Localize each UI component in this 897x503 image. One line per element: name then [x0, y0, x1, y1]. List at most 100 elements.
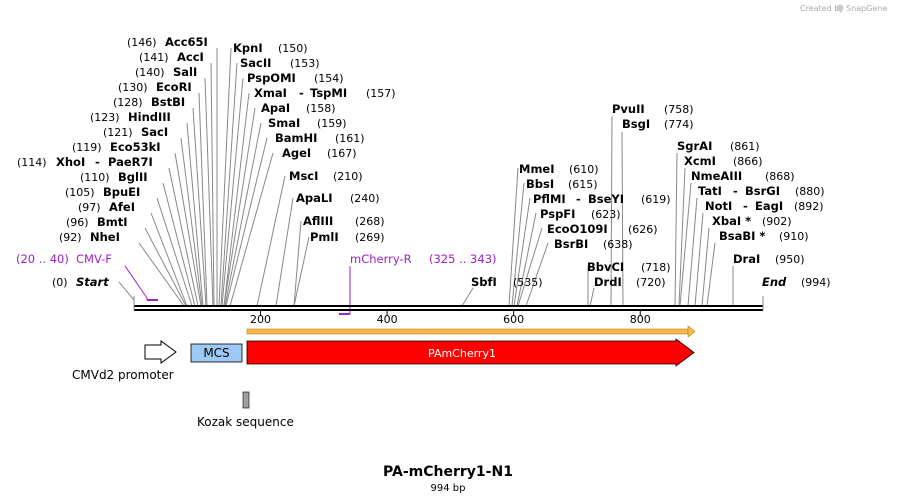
- enzyme-labels-right: SgrAI (861) XcmI (866) NmeAIII (868) Tat…: [677, 139, 825, 266]
- enzyme-name: SacI: [141, 125, 168, 139]
- start-leader: [118, 281, 135, 301]
- enzyme-name: EcoO109I: [547, 222, 608, 236]
- enzyme-name: BstBI: [151, 95, 185, 109]
- enzyme-pos: (159): [317, 117, 347, 130]
- enzyme-name-alt: EagI: [755, 199, 783, 213]
- enzyme-name: PvuII: [612, 102, 645, 116]
- enzyme-labels-center-right: SbfI (535) MmeI (610) BbsI (615) PflMI -…: [471, 102, 694, 289]
- enzyme-name-alt: TspMI: [310, 86, 347, 100]
- enzyme-name: ApaI: [261, 101, 290, 115]
- enzyme-name: SgrAI: [677, 139, 712, 153]
- enzyme-name: BmtI: [97, 215, 128, 229]
- enzyme-labels-center-left: KpnI (150) SacII (153) PspOMI (154) XmaI…: [233, 41, 396, 244]
- enzyme-pos: (623): [591, 208, 621, 221]
- mcs-box: [190, 343, 243, 363]
- cut-site-lines: [138, 47, 734, 307]
- enzyme-pos: (638): [603, 238, 633, 251]
- scale-ticks: 200 400 600 800: [250, 310, 651, 326]
- scale-tick-label: 600: [503, 313, 524, 326]
- enzyme-name: SmaI: [268, 116, 300, 130]
- enzyme-separator: -: [743, 199, 748, 213]
- enzyme-name: DraI: [733, 252, 760, 266]
- created-by-text: Created by: [800, 4, 844, 13]
- enzyme-name: NheI: [90, 230, 120, 244]
- enzyme-name: XmaI: [254, 86, 287, 100]
- pamcherry-label: PAmCherry1: [428, 347, 496, 360]
- enzyme-pos: (868): [765, 170, 795, 183]
- enzyme-name: AgeI: [282, 146, 311, 160]
- features: CMVd2 promoter MCS PAmCherry1 Kozak sequ…: [72, 338, 695, 429]
- cmv-promoter-arrow: [144, 340, 177, 364]
- enzyme-name: SbfI: [471, 275, 497, 289]
- enzyme-name: PflMI: [533, 192, 566, 206]
- enzyme-name: NmeAIII: [691, 169, 742, 183]
- kozak-label: Kozak sequence: [197, 415, 294, 429]
- enzyme-name: Eco53kI: [110, 140, 161, 154]
- enzyme-name: HindIII: [128, 110, 171, 124]
- snapgene-credit: Created by SnapGene: [800, 4, 887, 13]
- orf-arrow: [246, 325, 696, 338]
- orf-arrow-head: [687, 325, 696, 338]
- enzyme-pos: (150): [278, 42, 308, 55]
- enzyme-name: PspOMI: [247, 71, 296, 85]
- enzyme-pos: (902): [762, 215, 792, 228]
- enzyme-pos: (119): [72, 141, 102, 154]
- snapgene-logo-icon: [836, 4, 844, 12]
- enzyme-name-alt: BsrGI: [745, 184, 780, 198]
- enzyme-pos: (610): [569, 163, 599, 176]
- enzyme-name: DrdI: [594, 275, 622, 289]
- enzyme-pos: (141): [139, 51, 169, 64]
- enzyme-pos: (240): [350, 192, 380, 205]
- end-pos: (994): [801, 276, 831, 289]
- enzyme-pos: (861): [730, 140, 760, 153]
- enzyme-pos: (626): [628, 223, 658, 236]
- cmv-promoter-label: CMVd2 promoter: [72, 368, 174, 382]
- enzyme-separator: -: [95, 155, 100, 169]
- enzyme-name: BpuEI: [103, 185, 140, 199]
- enzyme-pos: (269): [355, 231, 385, 244]
- enzyme-name: PmlI: [310, 230, 339, 244]
- snapgene-app-name: SnapGene: [846, 4, 887, 13]
- enzyme-pos: (758): [664, 103, 694, 116]
- enzyme-name: PspFI: [540, 207, 575, 221]
- enzyme-pos: (619): [641, 193, 671, 206]
- enzyme-pos: (720): [636, 276, 666, 289]
- enzyme-name: EcoRI: [156, 80, 192, 94]
- enzyme-name: BglII: [118, 170, 148, 184]
- enzyme-name: TatI: [698, 184, 722, 198]
- enzyme-pos: (158): [306, 102, 336, 115]
- enzyme-name: BsrBI: [554, 237, 588, 251]
- enzyme-name: SacII: [240, 56, 271, 70]
- enzyme-pos: (161): [335, 132, 365, 145]
- enzyme-name: BbsI: [526, 177, 554, 191]
- primer-name: mCherry-R: [350, 252, 412, 266]
- enzyme-pos: (950): [775, 253, 805, 266]
- enzyme-pos: (167): [327, 147, 357, 160]
- start-pos: (0): [52, 276, 68, 289]
- enzyme-name: ApaLI: [296, 191, 333, 205]
- enzyme-pos: (880): [795, 185, 825, 198]
- enzyme-pos: (121): [103, 126, 133, 139]
- enzyme-name: XcmI: [684, 154, 716, 168]
- enzyme-pos: (866): [733, 155, 763, 168]
- enzyme-name: BbvCI: [587, 260, 624, 274]
- scale-tick-label: 800: [630, 313, 651, 326]
- primer-range: (20 .. 40): [16, 252, 69, 266]
- enzyme-name-alt: BseYI: [588, 192, 624, 206]
- enzyme-pos: (114): [17, 156, 47, 169]
- enzyme-pos: (718): [641, 261, 671, 274]
- end-label: End: [762, 275, 787, 289]
- enzyme-separator: -: [733, 184, 738, 198]
- map-title: PA-mCherry1-N1: [383, 464, 513, 480]
- enzyme-name: SalI: [173, 65, 197, 79]
- enzyme-pos: (154): [314, 72, 344, 85]
- cmv-f-leader: [124, 265, 148, 300]
- pamcherry-arrow: [246, 338, 695, 367]
- enzyme-name: MscI: [289, 169, 318, 183]
- enzyme-name: AflIII: [303, 214, 333, 228]
- enzyme-pos: (157): [366, 87, 396, 100]
- enzyme-pos: (153): [290, 57, 320, 70]
- enzyme-name: XhoI: [56, 155, 85, 169]
- enzyme-name: BsaBI *: [719, 229, 765, 243]
